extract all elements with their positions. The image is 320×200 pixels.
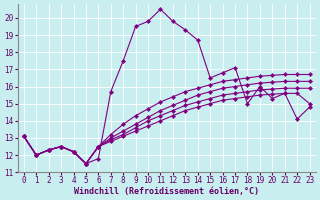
X-axis label: Windchill (Refroidissement éolien,°C): Windchill (Refroidissement éolien,°C) [74, 187, 259, 196]
